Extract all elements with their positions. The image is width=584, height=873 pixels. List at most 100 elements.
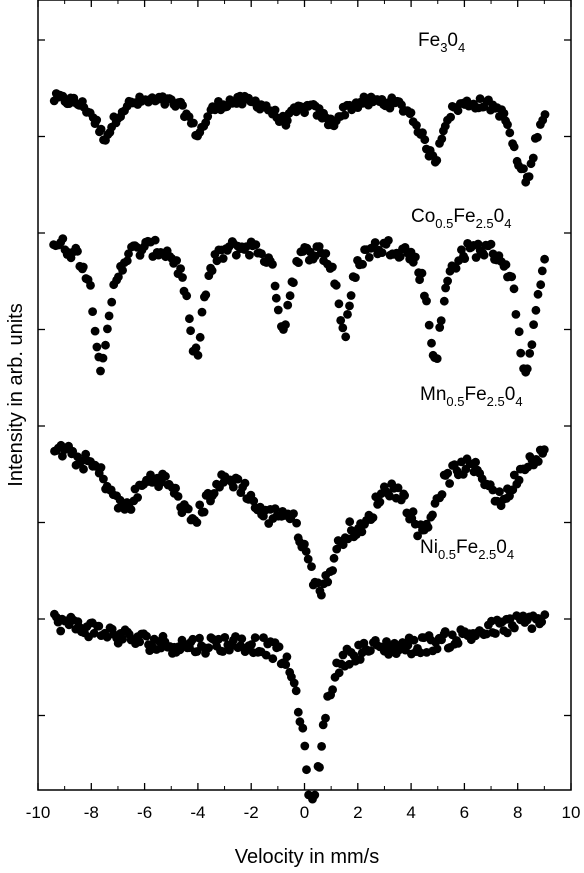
x-tick-label: 2 — [353, 803, 362, 822]
series-label: Ni0.5Fe2.504 — [420, 537, 514, 562]
data-point — [341, 332, 351, 342]
data-point — [176, 264, 186, 273]
data-point — [486, 239, 496, 249]
x-axis-label: Velocity in mm/s — [235, 846, 379, 868]
data-point — [436, 316, 446, 325]
data-point — [501, 260, 511, 270]
data-point — [451, 263, 461, 273]
data-point — [355, 655, 365, 664]
data-point — [268, 260, 277, 269]
x-tick-label: 4 — [406, 803, 415, 822]
data-point — [471, 457, 480, 467]
data-point — [104, 311, 114, 321]
data-point — [103, 324, 112, 334]
data-point — [259, 633, 268, 642]
data-point — [432, 644, 442, 654]
x-tick-label: 6 — [460, 803, 469, 822]
data-point — [133, 493, 143, 502]
data-point — [89, 628, 99, 638]
data-point — [289, 509, 298, 518]
data-point — [58, 451, 67, 461]
data-point — [406, 108, 416, 118]
data-point — [274, 642, 284, 652]
data-point — [257, 249, 266, 259]
data-point — [533, 457, 543, 466]
data-point — [505, 128, 515, 138]
data-point — [283, 300, 293, 310]
data-point — [519, 164, 528, 174]
data-point — [251, 240, 261, 250]
data-point — [292, 518, 301, 528]
data-point — [413, 531, 422, 541]
data-point — [271, 293, 281, 303]
data-point — [511, 310, 521, 319]
data-point — [527, 624, 537, 633]
data-point — [240, 478, 250, 488]
data-point — [96, 124, 106, 134]
data-point — [522, 364, 532, 374]
data-point — [390, 638, 399, 648]
data-point — [411, 252, 420, 262]
series-label: Fe304 — [418, 30, 465, 55]
data-point — [122, 256, 132, 266]
data-point — [245, 250, 254, 260]
series-labels: Fe304 Co0.5Fe2.504 Mn0.5Fe2.504 Ni0.5Fe2.50… — [411, 30, 523, 562]
data-point — [92, 115, 102, 125]
data-point — [281, 320, 290, 330]
data-point — [201, 290, 211, 300]
data-point — [310, 790, 320, 800]
data-point — [346, 291, 356, 300]
data-point — [540, 110, 550, 119]
x-tick-label: -6 — [137, 803, 152, 822]
data-point — [317, 590, 326, 600]
data-point — [126, 505, 136, 514]
data-point — [471, 253, 481, 262]
data-point — [229, 482, 238, 492]
data-point — [270, 281, 280, 291]
data-point — [445, 479, 454, 488]
data-point — [393, 483, 403, 493]
data-point — [357, 527, 367, 537]
data-point — [385, 491, 394, 501]
data-point — [321, 713, 330, 723]
data-point — [364, 253, 374, 262]
data-point — [529, 320, 538, 329]
data-point — [99, 474, 108, 484]
data-point — [182, 291, 192, 301]
data-point — [437, 134, 447, 144]
data-point — [289, 678, 299, 688]
data-point — [294, 258, 303, 267]
data-point — [282, 652, 292, 662]
data-point — [178, 273, 187, 282]
data-point — [423, 522, 433, 532]
x-tick-label: -8 — [84, 803, 99, 822]
data-point — [507, 272, 517, 282]
data-point — [340, 110, 350, 120]
data-point — [237, 634, 247, 644]
data-point — [270, 504, 280, 513]
data-point — [193, 350, 203, 360]
data-point — [345, 517, 355, 527]
data-point — [336, 316, 346, 325]
data-point — [417, 268, 427, 278]
data-point — [453, 639, 463, 648]
data-point — [491, 629, 500, 638]
data-point — [115, 495, 125, 505]
data-point — [528, 153, 538, 163]
data-point — [432, 354, 442, 363]
data-point — [427, 338, 436, 348]
data-point — [317, 742, 326, 751]
data-point — [422, 296, 431, 306]
data-point — [368, 513, 378, 522]
x-tick-label: -4 — [190, 803, 205, 822]
data-point — [366, 646, 375, 655]
x-tick-label: -10 — [26, 803, 51, 822]
data-point — [446, 112, 455, 122]
data-point — [475, 94, 485, 103]
data-point — [88, 307, 97, 316]
data-point — [540, 254, 549, 264]
data-point — [285, 291, 295, 301]
data-point — [218, 647, 228, 656]
data-point — [418, 128, 427, 138]
